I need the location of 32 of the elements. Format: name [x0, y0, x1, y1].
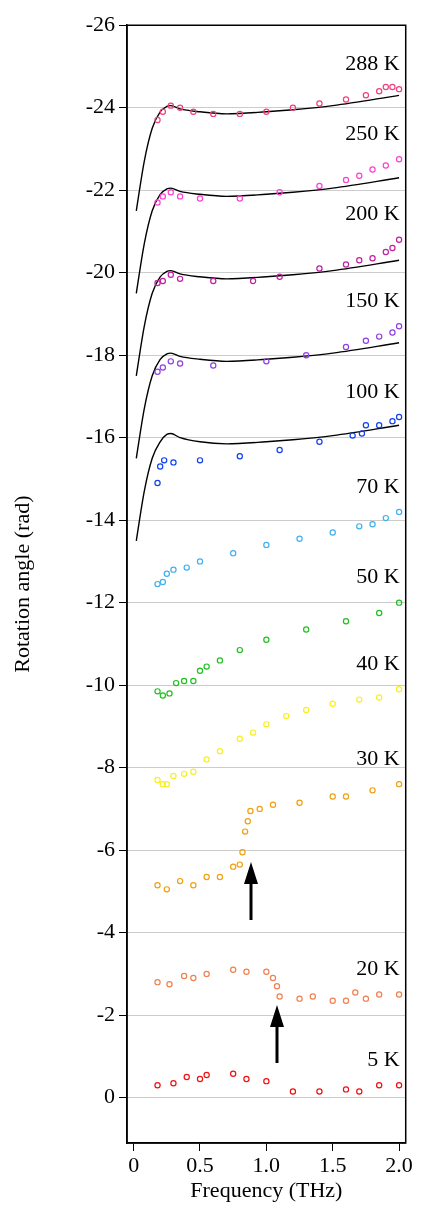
- y-tick-label: 0: [104, 1083, 115, 1109]
- y-tick-label: -24: [85, 93, 115, 119]
- y-tick-label: -8: [96, 753, 115, 779]
- y-tick-label: -18: [85, 340, 115, 366]
- x-tick-label: 2.0: [385, 1151, 413, 1177]
- text: 70 K: [356, 472, 400, 498]
- y-tick-label: -16: [85, 423, 115, 449]
- text: 200 K: [345, 200, 400, 226]
- text: 288 K: [345, 49, 400, 75]
- x-tick-label: 0: [128, 1151, 140, 1177]
- x-tick-label: 1.5: [318, 1151, 347, 1177]
- text: 20 K: [356, 955, 400, 981]
- text: 5 K: [367, 1046, 400, 1072]
- y-tick-label: -22: [85, 175, 115, 201]
- y-axis-title: Rotation angle (rad): [8, 495, 34, 673]
- y-tick-label: -4: [96, 918, 115, 944]
- y-tick-label: -12: [85, 588, 115, 614]
- y-tick-label: -14: [85, 505, 115, 531]
- y-tick-label: -20: [85, 258, 115, 284]
- y-tick-label: -6: [96, 835, 115, 861]
- text: 150 K: [345, 287, 400, 313]
- y-tick-label: -10: [85, 670, 115, 696]
- text: 100 K: [345, 377, 400, 403]
- x-axis-title: Frequency (THz): [190, 1176, 343, 1202]
- y-tick-label: -26: [85, 10, 115, 36]
- text: 30 K: [356, 744, 400, 770]
- text: 250 K: [345, 120, 400, 146]
- text: 40 K: [356, 650, 400, 676]
- x-tick-label: 1.0: [252, 1151, 281, 1177]
- y-tick-label: -2: [96, 1000, 115, 1026]
- text: 50 K: [356, 563, 400, 589]
- x-tick-label: 0.5: [186, 1151, 214, 1177]
